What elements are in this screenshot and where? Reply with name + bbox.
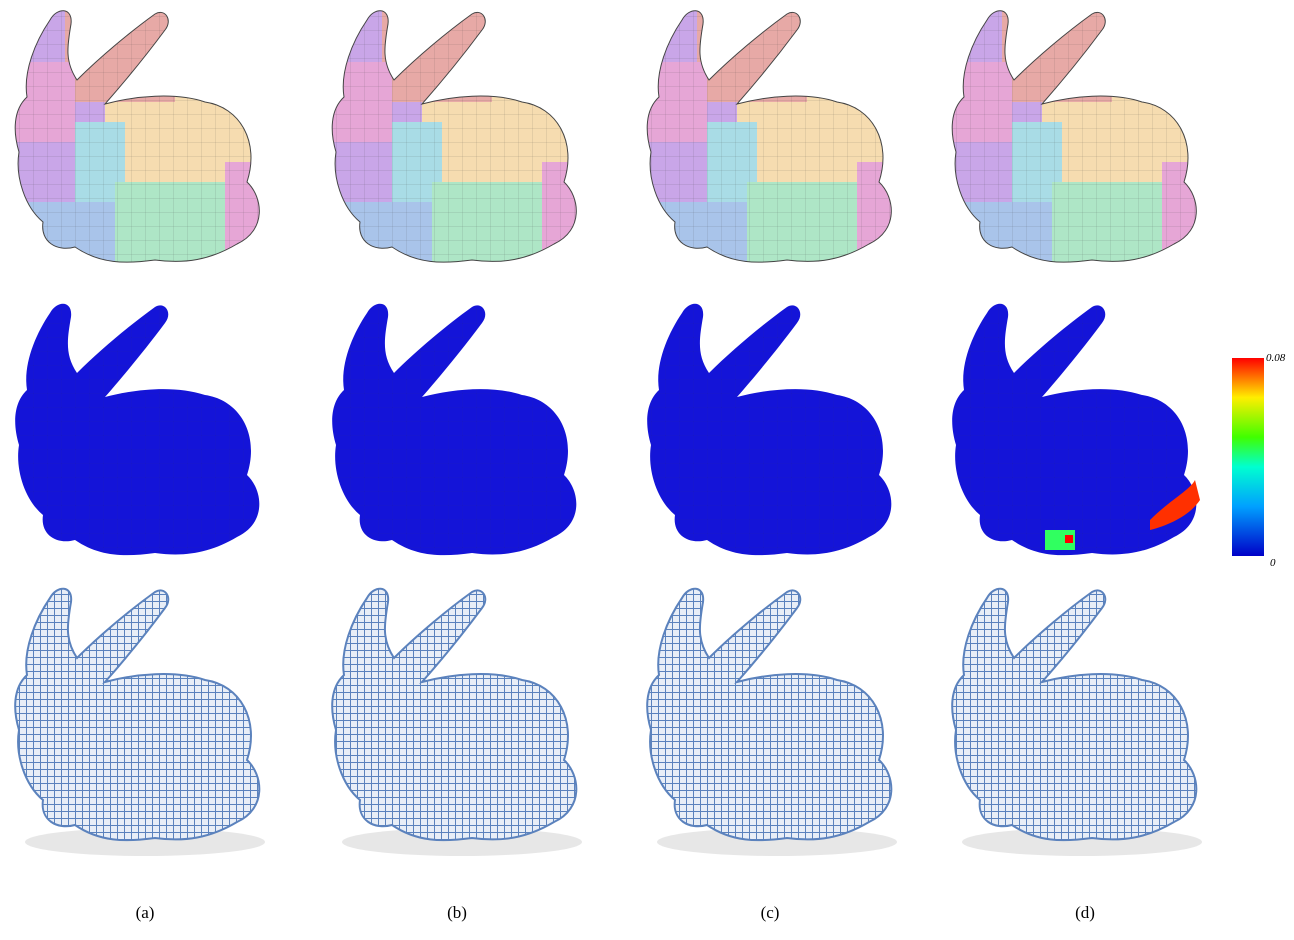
bunny-segmented bbox=[942, 2, 1212, 272]
panel-label: (c) bbox=[761, 903, 780, 922]
bunny-wireframe bbox=[952, 589, 1202, 856]
bunny-error bbox=[322, 295, 592, 565]
panel-label: (a) bbox=[136, 903, 155, 922]
colorbar bbox=[1232, 358, 1264, 556]
error-hotspot bbox=[1065, 535, 1073, 543]
row-wireframe bbox=[15, 589, 1202, 856]
bunny-wireframe bbox=[15, 589, 265, 856]
bunny-segmented bbox=[322, 2, 592, 272]
figure: 0.08 0 (a) (b) (c) (d) bbox=[0, 0, 1294, 940]
panel-label: (b) bbox=[447, 903, 467, 922]
bunny-error bbox=[942, 295, 1212, 565]
colorbar-max: 0.08 bbox=[1266, 352, 1286, 364]
colorbar-min: 0 bbox=[1270, 557, 1276, 569]
bunny-error bbox=[5, 295, 275, 565]
row-segmentation bbox=[5, 2, 1212, 272]
bunny-wireframe bbox=[332, 589, 582, 856]
panel-label: (d) bbox=[1075, 903, 1095, 922]
bunny-segmented bbox=[637, 2, 907, 272]
row-error bbox=[5, 295, 1212, 565]
bunny-segmented bbox=[5, 2, 275, 272]
bunny-wireframe bbox=[647, 589, 897, 856]
bunny-error bbox=[637, 295, 907, 565]
